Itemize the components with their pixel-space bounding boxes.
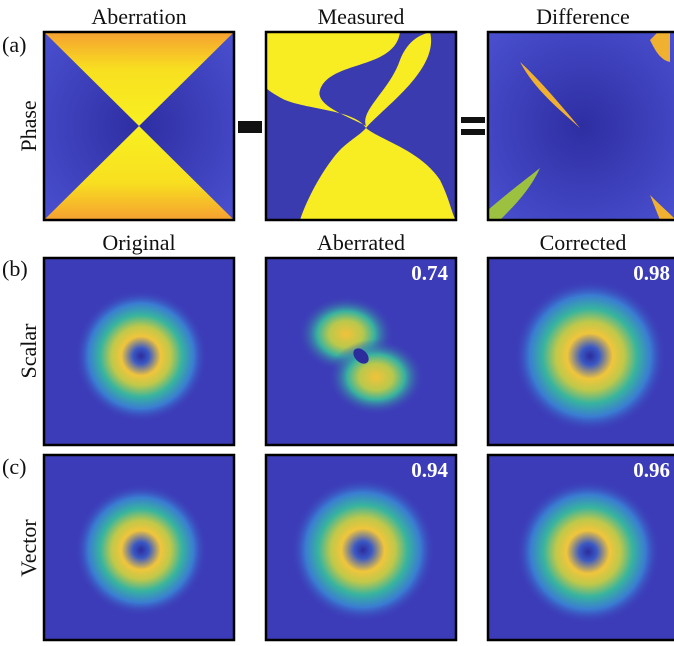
phase-measured xyxy=(266,32,456,220)
column-title: Aberrated xyxy=(317,230,405,255)
row-label: Scalar xyxy=(16,323,41,379)
column-title: Measured xyxy=(318,4,405,29)
column-title: Aberration xyxy=(91,4,186,29)
score: 0.98 xyxy=(633,261,670,285)
equals-sign xyxy=(461,129,485,135)
panel-label: (b) xyxy=(2,256,28,281)
row-label: Vector xyxy=(16,519,41,577)
column-title: Corrected xyxy=(540,230,627,255)
equals-sign xyxy=(461,117,485,123)
vector-corrected xyxy=(488,455,674,640)
panel-label: (a) xyxy=(2,32,26,57)
minus-sign xyxy=(238,121,262,133)
column-title: Difference xyxy=(536,4,630,29)
score: 0.96 xyxy=(633,458,670,482)
phase-aberration xyxy=(44,32,234,220)
vector-original xyxy=(44,455,234,640)
score: 0.74 xyxy=(411,261,448,285)
score: 0.94 xyxy=(411,458,448,482)
phase-difference xyxy=(488,32,674,220)
scalar-original xyxy=(44,258,234,445)
scalar-aberrated xyxy=(266,258,456,445)
row-label: Phase xyxy=(16,100,41,151)
figure: (a) Phase Aberration Measured Difference… xyxy=(0,0,674,646)
vector-aberrated xyxy=(266,455,456,640)
column-title: Original xyxy=(102,230,175,255)
panel-label: (c) xyxy=(2,454,26,479)
scalar-corrected xyxy=(488,258,674,445)
